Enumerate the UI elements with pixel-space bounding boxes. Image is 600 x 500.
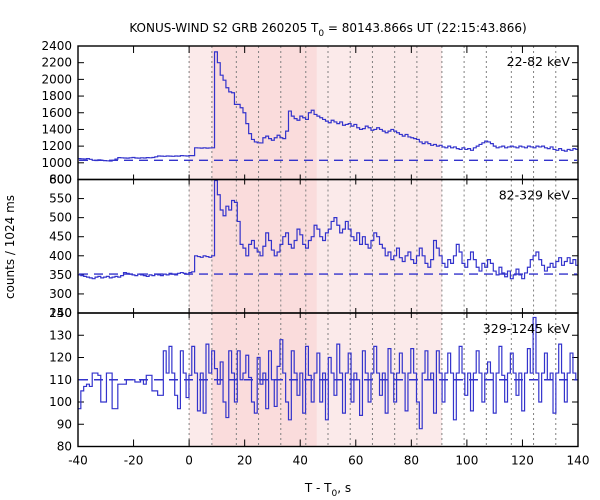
panel-labels-layer: 22-82 keV 82-329 keV 329-1245 keV xyxy=(483,54,571,336)
axis-ticks-layer: 8001000120014001600180020002200240025030… xyxy=(41,39,589,468)
shaded-interval-t100-early xyxy=(189,46,212,180)
y-tick-label: 600 xyxy=(49,173,72,187)
light-curve-panel-82-329-kev xyxy=(78,179,578,280)
y-tick-label: 2400 xyxy=(41,39,72,53)
y-tick-label: 120 xyxy=(49,351,72,365)
light-curve-panel-329-1245-kev xyxy=(78,316,578,430)
y-tick-label: 2200 xyxy=(41,56,72,70)
y-tick-label: 500 xyxy=(49,211,72,225)
y-tick-label: 550 xyxy=(49,192,72,206)
y-tick-label: 90 xyxy=(57,417,72,431)
panel-frames-layer xyxy=(77,45,579,448)
y-tick-label: 140 xyxy=(49,306,72,320)
y-tick-label: 110 xyxy=(49,373,72,387)
x-tick-label: 0 xyxy=(185,454,193,468)
y-axis-label: counts / 1024 ms xyxy=(3,195,17,299)
shaded-interval-t90-interval xyxy=(211,46,317,180)
figure-title: KONUS-WIND S2 GRB 260205 T0 = 80143.866s… xyxy=(129,21,526,39)
x-tick-label: -20 xyxy=(124,454,144,468)
y-tick-label: 450 xyxy=(49,230,72,244)
y-tick-label: 300 xyxy=(49,287,72,301)
energy-band-label-2: 329-1245 keV xyxy=(483,321,571,336)
y-tick-label: 400 xyxy=(49,249,72,263)
light-curve-panel-22-82-kev xyxy=(78,51,578,162)
y-tick-label: 2000 xyxy=(41,72,72,86)
y-tick-label: 800 xyxy=(49,173,72,187)
x-tick-label: 80 xyxy=(404,454,419,468)
shaded-interval-layer xyxy=(189,46,442,447)
x-tick-label: 100 xyxy=(455,454,478,468)
x-tick-label: 140 xyxy=(567,454,590,468)
x-tick-label: -40 xyxy=(68,454,88,468)
y-tick-label: 1400 xyxy=(41,122,72,136)
x-tick-label: 40 xyxy=(293,454,308,468)
panel-frame-2 xyxy=(77,312,579,448)
x-tick-label: 120 xyxy=(511,454,534,468)
x-axis-label: T - T0, s xyxy=(304,481,351,499)
y-tick-label: 1800 xyxy=(41,89,72,103)
shaded-interval-t100-late xyxy=(316,46,442,180)
data-curves-layer xyxy=(78,51,578,430)
shaded-interval-t100-early xyxy=(189,179,212,313)
energy-band-label-0: 22-82 keV xyxy=(507,54,571,69)
energy-band-label-1: 82-329 keV xyxy=(499,188,571,203)
y-tick-label: 80 xyxy=(57,440,72,454)
y-tick-label: 250 xyxy=(49,306,72,320)
y-tick-label: 350 xyxy=(49,268,72,282)
y-tick-label: 1600 xyxy=(41,106,72,120)
y-tick-label: 100 xyxy=(49,395,72,409)
y-tick-label: 130 xyxy=(49,328,72,342)
shaded-interval-t100-late xyxy=(316,179,442,313)
y-tick-label: 1200 xyxy=(41,139,72,153)
x-tick-label: 60 xyxy=(348,454,363,468)
y-tick-label: 1000 xyxy=(41,156,72,170)
x-tick-label: 20 xyxy=(237,454,252,468)
